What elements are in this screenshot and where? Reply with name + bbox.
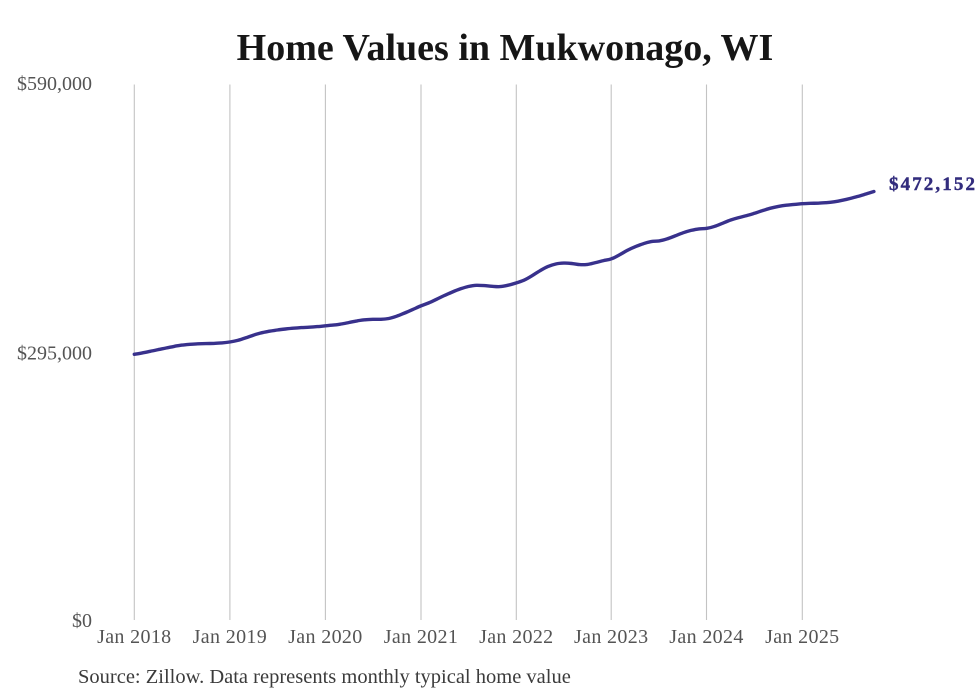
svg-text:Jan 2023: Jan 2023 <box>574 626 648 648</box>
svg-text:Home Values in Mukwonago, WI: Home Values in Mukwonago, WI <box>237 27 774 69</box>
svg-text:Jan 2019: Jan 2019 <box>193 626 267 648</box>
svg-text:Source: Zillow. Data represent: Source: Zillow. Data represents monthly … <box>78 666 571 688</box>
svg-text:$590,000: $590,000 <box>17 73 92 95</box>
svg-text:$0: $0 <box>72 610 92 632</box>
svg-text:Jan 2020: Jan 2020 <box>288 626 362 648</box>
svg-text:Jan 2025: Jan 2025 <box>765 626 839 648</box>
svg-text:Jan 2022: Jan 2022 <box>479 626 553 648</box>
svg-text:Jan 2018: Jan 2018 <box>97 626 171 648</box>
svg-text:$472,152: $472,152 <box>889 174 977 195</box>
svg-text:Jan 2021: Jan 2021 <box>384 626 458 648</box>
svg-text:Jan 2024: Jan 2024 <box>669 626 743 648</box>
svg-text:$295,000: $295,000 <box>17 343 92 365</box>
